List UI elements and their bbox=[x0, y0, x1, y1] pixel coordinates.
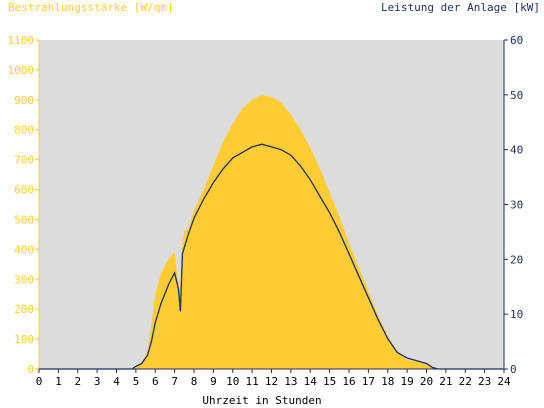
x-tick-label: 23 bbox=[478, 375, 491, 388]
x-tick-label: 5 bbox=[133, 375, 140, 388]
x-tick-label: 3 bbox=[94, 375, 101, 388]
x-tick-label: 24 bbox=[497, 375, 511, 388]
left-tick-label: 200 bbox=[14, 303, 34, 316]
x-tick-label: 14 bbox=[304, 375, 318, 388]
x-tick-label: 19 bbox=[401, 375, 414, 388]
left-tick-label: 400 bbox=[14, 243, 34, 256]
left-axis-title: Bestrahlungsstärke [W/qm] bbox=[8, 1, 174, 14]
left-tick-label: 1100 bbox=[8, 34, 35, 47]
left-tick-label: 300 bbox=[14, 273, 34, 286]
x-tick-label: 12 bbox=[265, 375, 278, 388]
right-tick-label: 20 bbox=[510, 253, 523, 266]
left-tick-label: 100 bbox=[14, 333, 34, 346]
irradiance-area bbox=[39, 95, 504, 370]
right-tick-label: 60 bbox=[510, 34, 523, 47]
x-tick-label: 16 bbox=[342, 375, 355, 388]
x-tick-label: 18 bbox=[381, 375, 394, 388]
x-tick-label: 1 bbox=[55, 375, 62, 388]
right-tick-label: 10 bbox=[510, 308, 523, 321]
left-tick-label: 800 bbox=[14, 124, 34, 137]
right-tick-label: 0 bbox=[510, 363, 517, 376]
x-tick-label: 11 bbox=[246, 375, 259, 388]
left-tick-label: 700 bbox=[14, 154, 34, 167]
right-tick-label: 50 bbox=[510, 89, 523, 102]
x-tick-label: 20 bbox=[420, 375, 433, 388]
left-tick-label: 0 bbox=[27, 363, 34, 376]
right-axis-title: Leistung der Anlage [kW] bbox=[381, 1, 540, 14]
power-line bbox=[39, 143, 504, 370]
right-tick-label: 30 bbox=[510, 199, 523, 212]
x-tick-label: 2 bbox=[74, 375, 81, 388]
x-tick-label: 10 bbox=[226, 375, 239, 388]
x-tick-label: 7 bbox=[171, 375, 178, 388]
x-tick-label: 15 bbox=[323, 375, 336, 388]
x-tick-label: 9 bbox=[210, 375, 217, 388]
right-tick-label: 40 bbox=[510, 144, 523, 157]
left-tick-label: 1000 bbox=[8, 64, 35, 77]
x-tick-label: 8 bbox=[191, 375, 198, 388]
x-axis-title: Uhrzeit in Stunden bbox=[202, 394, 321, 407]
x-tick-label: 21 bbox=[439, 375, 452, 388]
x-tick-label: 0 bbox=[36, 375, 43, 388]
left-tick-label: 900 bbox=[14, 94, 34, 107]
x-tick-label: 17 bbox=[362, 375, 375, 388]
left-tick-label: 500 bbox=[14, 213, 34, 226]
left-tick-label: 600 bbox=[14, 184, 34, 197]
x-tick-label: 22 bbox=[459, 375, 472, 388]
x-tick-label: 4 bbox=[113, 375, 120, 388]
x-tick-label: 6 bbox=[152, 375, 159, 388]
x-tick-label: 13 bbox=[284, 375, 297, 388]
